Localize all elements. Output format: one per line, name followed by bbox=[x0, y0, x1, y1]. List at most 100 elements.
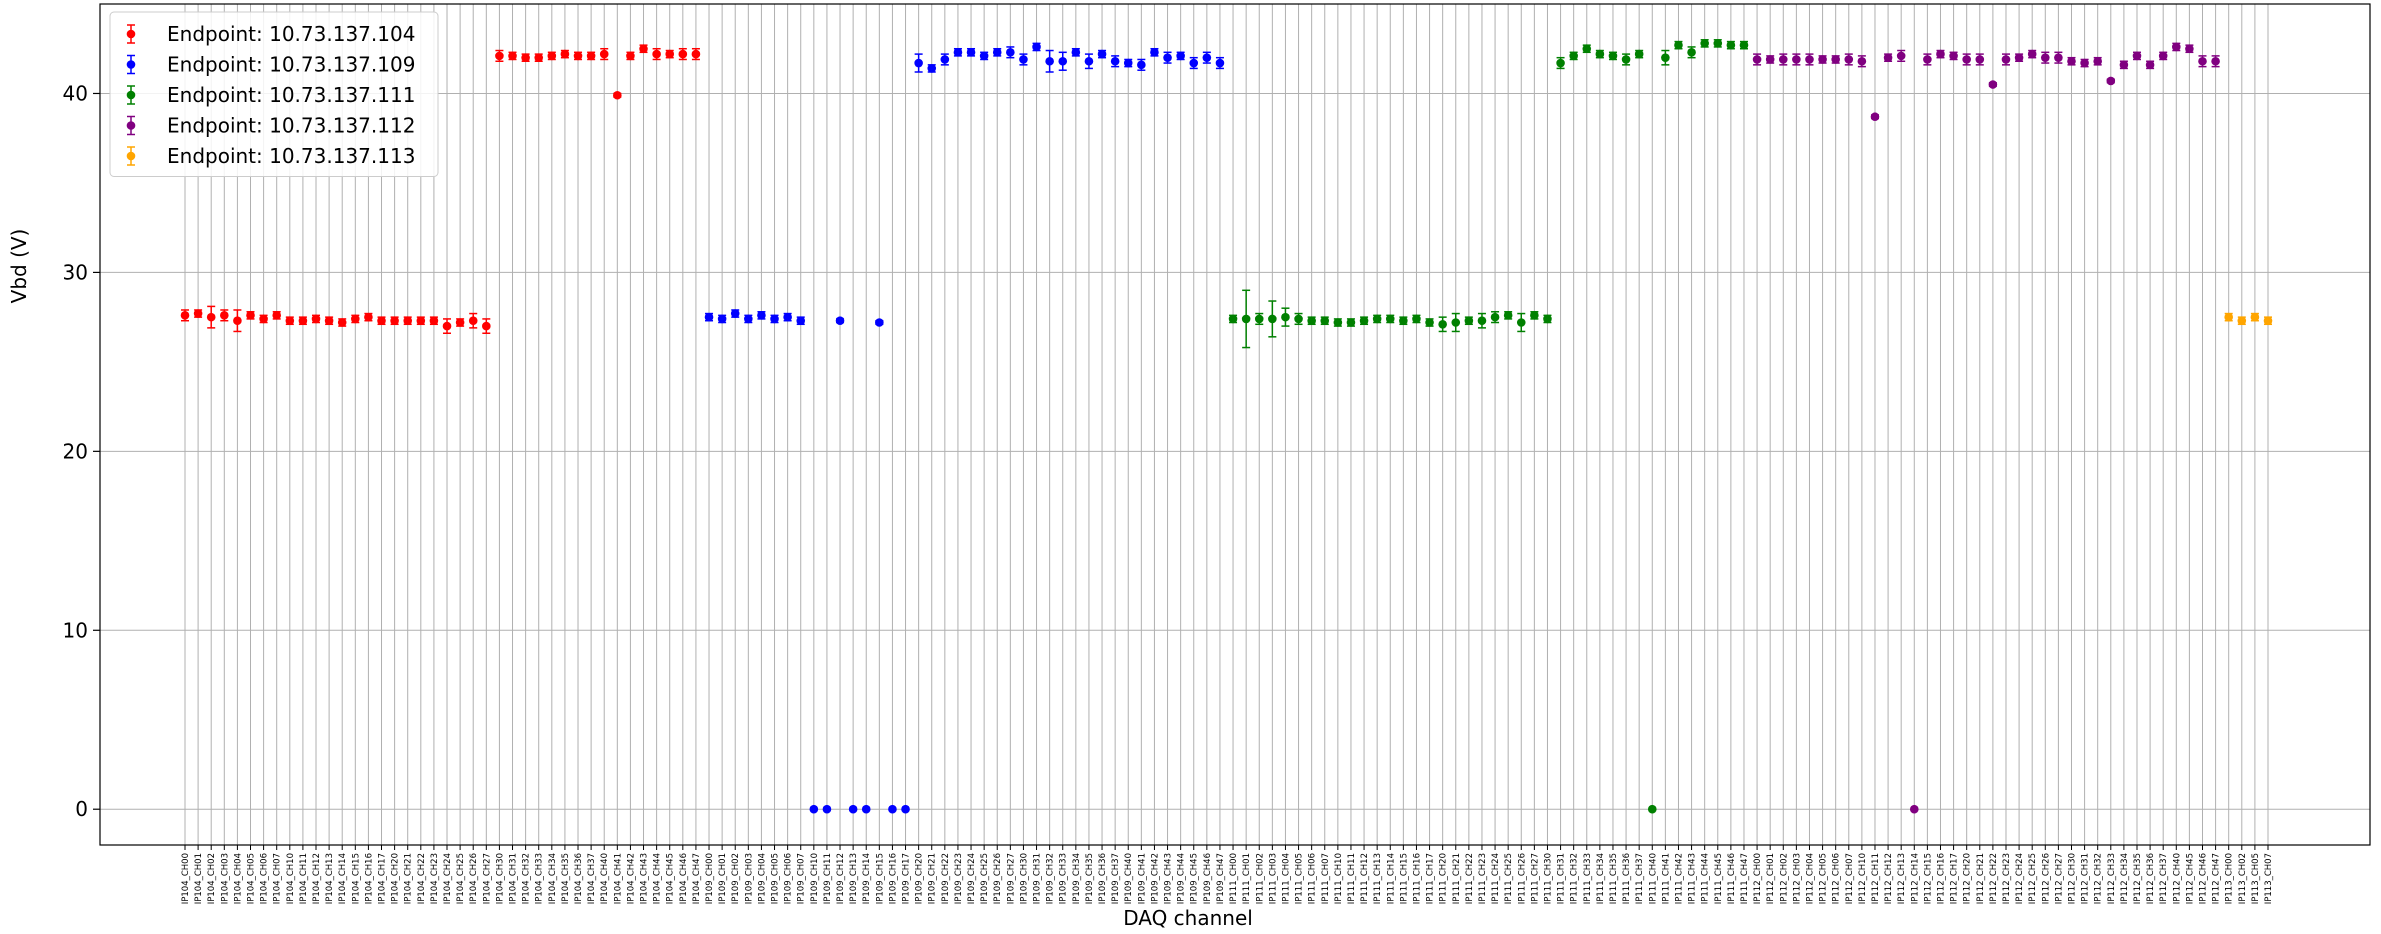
data-point bbox=[979, 51, 989, 61]
data-point bbox=[1778, 55, 1788, 64]
data-point bbox=[1752, 55, 1762, 64]
data-point bbox=[2250, 312, 2260, 322]
data-point bbox=[586, 51, 596, 61]
x-tick-label: IP104_CH16 bbox=[364, 853, 374, 904]
data-point bbox=[914, 58, 923, 68]
x-tick-label: IP109_CH43 bbox=[1164, 853, 1174, 904]
data-point bbox=[442, 321, 452, 331]
data-point bbox=[1412, 314, 1421, 324]
x-tick-label: IP111_CH11 bbox=[1347, 853, 1357, 904]
x-tick-label: IP104_CH20 bbox=[391, 853, 401, 904]
x-tick-label: IP111_CH42 bbox=[1674, 853, 1684, 904]
x-tick-label: IP112_CH14 bbox=[1910, 853, 1920, 904]
data-point bbox=[927, 64, 937, 73]
data-point bbox=[1621, 55, 1631, 64]
x-tick-label: IP109_CH02 bbox=[731, 853, 741, 904]
x-tick-label: IP104_CH46 bbox=[679, 853, 689, 904]
data-point bbox=[521, 53, 530, 62]
data-point bbox=[1883, 53, 1893, 62]
x-tick-label: IP112_CH05 bbox=[1819, 853, 1829, 904]
data-point bbox=[1818, 55, 1827, 64]
data-point bbox=[311, 314, 321, 324]
data-point bbox=[1792, 55, 1801, 64]
x-tick-label: IP104_CH22 bbox=[417, 853, 427, 904]
data-point bbox=[1674, 40, 1683, 50]
legend-label: Endpoint: 10.73.137.111 bbox=[167, 83, 415, 107]
x-tick-label: IP112_CH34 bbox=[2120, 853, 2130, 904]
x-tick-label: IP109_CH24 bbox=[967, 853, 977, 904]
data-point bbox=[1176, 51, 1185, 61]
x-tick-label: IP104_CH10 bbox=[286, 853, 296, 904]
data-point bbox=[1857, 56, 1867, 66]
x-tick-label: IP112_CH20 bbox=[1963, 853, 1973, 904]
x-tick-label: IP109_CH03 bbox=[744, 853, 754, 904]
x-tick-label: IP111_CH22 bbox=[1465, 853, 1475, 904]
x-tick-label: IP112_CH26 bbox=[2041, 853, 2051, 904]
data-point bbox=[1923, 55, 1932, 64]
data-point bbox=[1805, 55, 1814, 64]
data-point bbox=[861, 804, 871, 814]
data-point bbox=[403, 316, 413, 326]
x-tick-label: IP112_CH10 bbox=[1858, 853, 1868, 904]
x-tick-label: IP112_CH31 bbox=[2081, 853, 2091, 904]
x-tick-label: IP109_CH32 bbox=[1046, 853, 1056, 904]
legend-marker bbox=[126, 151, 136, 161]
x-tick-label: IP104_CH43 bbox=[640, 853, 650, 904]
data-point bbox=[992, 48, 1002, 57]
data-point bbox=[626, 51, 635, 61]
data-point bbox=[298, 316, 308, 326]
x-tick-label: IP104_CH25 bbox=[456, 853, 466, 904]
data-point bbox=[1019, 55, 1028, 64]
data-point bbox=[220, 311, 229, 320]
x-tick-label: IP109_CH17 bbox=[902, 853, 912, 904]
x-tick-label: IP104_CH47 bbox=[692, 853, 702, 904]
data-point bbox=[1988, 80, 1998, 89]
x-tick-label: IP111_CH16 bbox=[1412, 853, 1422, 904]
data-point bbox=[1254, 314, 1264, 324]
x-tick-label: IP111_CH07 bbox=[1321, 853, 1331, 904]
x-tick-label: IP113_CH05 bbox=[2251, 853, 2261, 904]
data-point bbox=[1543, 314, 1552, 324]
data-point bbox=[1700, 39, 1709, 48]
x-tick-label: IP109_CH06 bbox=[784, 853, 794, 904]
x-tick-label: IP111_CH26 bbox=[1517, 853, 1527, 904]
data-point bbox=[875, 318, 884, 327]
data-point bbox=[193, 309, 203, 318]
y-tick-label: 40 bbox=[63, 81, 88, 105]
data-point bbox=[888, 804, 897, 814]
data-point bbox=[416, 316, 426, 326]
x-tick-label: IP111_CH23 bbox=[1478, 853, 1488, 904]
x-tick-label: IP109_CH34 bbox=[1072, 853, 1082, 904]
data-point bbox=[2211, 56, 2220, 66]
data-point bbox=[1582, 44, 1592, 54]
data-point bbox=[495, 51, 504, 61]
x-tick-label: IP109_CH25 bbox=[980, 853, 990, 904]
legend-label: Endpoint: 10.73.137.112 bbox=[167, 114, 415, 138]
data-point bbox=[1936, 49, 1945, 59]
x-tick-label: IP112_CH45 bbox=[2185, 853, 2195, 904]
x-tick-label: IP109_CH47 bbox=[1216, 853, 1226, 904]
data-point bbox=[1831, 55, 1840, 64]
x-tick-label: IP104_CH45 bbox=[666, 853, 676, 904]
x-tick-label: IP113_CH07 bbox=[2264, 853, 2274, 904]
series-group bbox=[2224, 312, 2273, 326]
x-tick-label: IP109_CH01 bbox=[718, 853, 728, 904]
x-tick-label: IP111_CH41 bbox=[1661, 853, 1671, 904]
x-tick-label: IP112_CH24 bbox=[2015, 853, 2025, 904]
data-point bbox=[508, 51, 517, 61]
data-point bbox=[2158, 51, 2168, 61]
data-point bbox=[1163, 53, 1172, 62]
data-point bbox=[1241, 314, 1251, 324]
x-tick-label: IP112_CH02 bbox=[1779, 853, 1789, 904]
data-point bbox=[324, 316, 334, 326]
data-point bbox=[337, 318, 347, 327]
x-tick-label: IP111_CH20 bbox=[1439, 853, 1449, 904]
data-point bbox=[2185, 44, 2194, 54]
data-point bbox=[796, 316, 806, 326]
x-tick-label: IP111_CH03 bbox=[1268, 853, 1278, 904]
data-point bbox=[1137, 60, 1146, 70]
data-point bbox=[2040, 53, 2050, 62]
x-tick-label: IP111_CH31 bbox=[1557, 853, 1567, 904]
data-point bbox=[351, 314, 360, 324]
x-tick-label: IP112_CH33 bbox=[2107, 853, 2117, 904]
